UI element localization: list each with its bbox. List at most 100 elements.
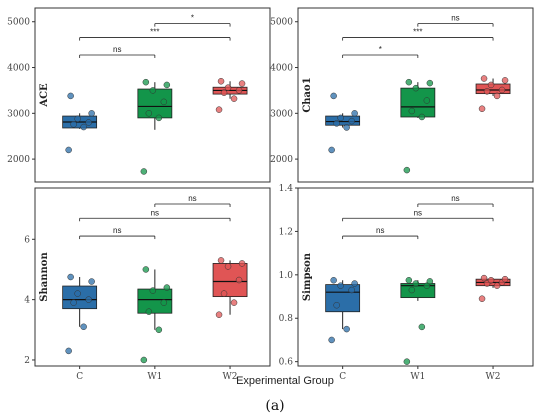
data-point — [426, 79, 434, 87]
data-point — [85, 119, 92, 126]
data-point — [163, 81, 171, 89]
data-point — [348, 286, 355, 294]
data-point — [351, 280, 358, 287]
figure-caption: (a) — [265, 398, 284, 414]
data-point — [480, 75, 488, 82]
significance-label: ns — [113, 226, 121, 235]
data-point — [220, 290, 228, 297]
y-tick-label: 2000 — [270, 155, 293, 165]
data-point — [418, 113, 426, 121]
data-point — [224, 263, 232, 270]
y-tick-label: 4 — [24, 296, 30, 306]
data-point — [328, 336, 335, 344]
data-point — [328, 146, 335, 154]
y-axis-title: Chao1 — [302, 77, 313, 112]
data-point — [70, 121, 77, 128]
data-point — [333, 301, 340, 309]
data-point — [403, 166, 411, 174]
data-point — [238, 80, 246, 87]
data-point — [330, 277, 337, 284]
data-point — [230, 299, 238, 306]
data-point — [423, 97, 431, 104]
panel-shannon: 2 4 6 Shannon C W1 W2 ns ns ns — [24, 187, 271, 382]
data-point — [80, 123, 87, 131]
data-point — [149, 87, 157, 94]
data-point — [155, 114, 163, 122]
data-point — [487, 277, 495, 284]
y-tick-label: 0.6 — [279, 358, 294, 368]
significance-label: ns — [414, 208, 422, 217]
x-tick-label: C — [76, 372, 83, 382]
data-point — [217, 78, 225, 85]
data-point — [74, 290, 81, 297]
data-point — [74, 115, 81, 123]
panel-frame — [297, 187, 534, 367]
data-point — [80, 323, 87, 331]
box-w1 — [137, 88, 173, 119]
data-point — [483, 88, 491, 95]
significance-label: *** — [413, 28, 422, 37]
data-point — [337, 114, 344, 122]
y-tick-label: 0.8 — [279, 314, 294, 324]
data-point — [501, 275, 509, 283]
y-tick-label: 2000 — [7, 155, 30, 165]
significance-label: ns — [451, 14, 459, 23]
data-point — [501, 77, 509, 84]
data-point — [235, 276, 243, 284]
data-point — [230, 95, 238, 102]
data-point — [65, 347, 72, 355]
data-point — [405, 277, 413, 284]
y-tick-label: 4000 — [270, 64, 293, 74]
data-point — [408, 107, 416, 115]
y-tick-label: 1.4 — [279, 184, 294, 194]
y-tick-label: 5000 — [7, 18, 30, 28]
box-w1 — [400, 87, 436, 118]
significance-label: ns — [151, 208, 159, 217]
y-axis-title: ACE — [39, 83, 50, 108]
x-axis-title: Experimental Group — [236, 375, 334, 387]
data-point — [405, 78, 413, 86]
x-tick-label: W1 — [410, 372, 425, 382]
data-point — [412, 280, 420, 287]
data-point — [70, 299, 77, 306]
panel-simpson: 0.6 0.8 1.0 1.2 1.4 Simpson C W1 W2 ns ns ns — [279, 184, 534, 382]
y-tick-label: 5000 — [270, 18, 293, 28]
y-tick-label: 2 — [24, 356, 30, 366]
data-point — [160, 98, 168, 106]
y-axis-title: Simpson — [302, 252, 313, 301]
data-point — [330, 92, 337, 100]
data-point — [493, 282, 501, 289]
data-point — [487, 81, 495, 89]
data-point — [67, 273, 74, 281]
panels: 2000300040005000ACE****ns200030004000500… — [7, 7, 534, 382]
data-point — [493, 92, 501, 100]
data-point — [145, 308, 153, 315]
data-point — [224, 84, 232, 91]
data-point — [403, 358, 411, 365]
x-tick-label: W2 — [223, 372, 238, 382]
data-point — [333, 120, 340, 127]
significance-label: ns — [188, 194, 196, 203]
data-point — [155, 326, 163, 334]
significance-label: *** — [150, 28, 159, 37]
data-point — [217, 257, 225, 264]
data-point — [220, 89, 228, 96]
significance-label: ns — [113, 45, 121, 54]
data-point — [67, 92, 74, 100]
data-point — [149, 287, 157, 294]
data-point — [426, 278, 434, 285]
y-tick-label: 3000 — [7, 109, 30, 119]
y-tick-label: 6 — [24, 235, 30, 245]
significance-label: ns — [376, 226, 384, 235]
data-point — [351, 110, 358, 117]
data-point — [348, 117, 355, 125]
data-point — [498, 86, 506, 94]
data-point — [343, 124, 350, 131]
data-point — [337, 282, 344, 289]
data-point — [142, 266, 150, 273]
data-point — [408, 286, 416, 294]
data-point — [140, 356, 148, 364]
x-tick-label: C — [339, 372, 346, 382]
